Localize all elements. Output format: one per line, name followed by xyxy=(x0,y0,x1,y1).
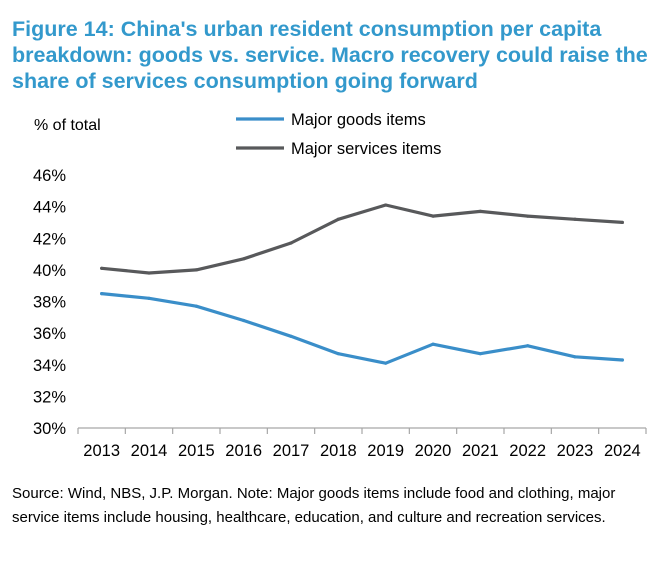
series-line-services xyxy=(100,203,624,275)
data-point-goods xyxy=(336,352,340,356)
x-tick-label: 2020 xyxy=(415,442,452,460)
data-point-goods xyxy=(478,352,482,356)
data-point-services xyxy=(147,271,151,275)
x-tick-label: 2019 xyxy=(367,442,404,460)
x-tick-label: 2015 xyxy=(178,442,215,460)
x-tick-label: 2023 xyxy=(557,442,594,460)
x-tick-label: 2024 xyxy=(604,442,641,460)
data-point-goods xyxy=(620,358,624,362)
x-tick-label: 2016 xyxy=(225,442,262,460)
data-point-services xyxy=(620,220,624,225)
y-tick-label: 46% xyxy=(33,167,66,185)
data-point-services xyxy=(100,266,104,270)
series-lines xyxy=(100,203,624,365)
data-point-services xyxy=(478,209,482,213)
data-point-services xyxy=(194,268,198,272)
chart-title: Figure 14: China's urban resident consum… xyxy=(12,17,648,93)
x-tick-label: 2022 xyxy=(509,442,546,460)
data-point-goods xyxy=(100,291,104,296)
y-tick-label: 34% xyxy=(33,357,66,375)
x-tick-label: 2017 xyxy=(273,442,310,460)
data-point-goods xyxy=(194,304,198,308)
y-tick-label: 38% xyxy=(33,294,66,312)
data-point-goods xyxy=(289,334,293,338)
y-tick-label: 30% xyxy=(33,420,66,438)
data-point-goods xyxy=(242,318,246,323)
data-point-services xyxy=(573,217,577,221)
x-axis: 2013 2014 2015 2016 2017 2018 2019 2020 2021 2022… xyxy=(77,427,647,460)
y-tick-label: 36% xyxy=(33,325,66,343)
legend-label-services: Major services items xyxy=(291,140,441,158)
y-tick-label: 42% xyxy=(33,230,66,248)
data-point-goods xyxy=(526,344,530,348)
legend-label-goods: Major goods items xyxy=(291,111,426,129)
x-tick-label: 2013 xyxy=(83,442,120,460)
x-tick-label: 2014 xyxy=(131,442,168,460)
x-tick-label: 2018 xyxy=(320,442,357,460)
y-tick-label: 40% xyxy=(33,262,66,280)
legend: Major goods items Major services items xyxy=(236,111,441,158)
source-note: Source: Wind, NBS, J.P. Morgan. Note: Ma… xyxy=(12,485,616,526)
y-tick-label: 32% xyxy=(33,388,66,406)
data-point-goods xyxy=(147,296,151,300)
y-axis-ticks: 30% 32% 34% 36% 38% 40% 42% 44% 46% xyxy=(33,167,66,438)
y-axis-label: % of total xyxy=(34,117,101,134)
data-point-services xyxy=(336,217,340,221)
data-point-services xyxy=(526,214,530,218)
data-point-services xyxy=(289,241,293,245)
data-point-goods xyxy=(573,355,577,359)
y-tick-label: 44% xyxy=(33,199,66,217)
data-point-goods xyxy=(384,361,388,365)
data-point-services xyxy=(384,203,388,207)
series-line-goods xyxy=(100,292,624,365)
data-point-services xyxy=(431,214,435,218)
x-tick-label: 2021 xyxy=(462,442,499,460)
data-point-goods xyxy=(431,342,435,346)
data-point-services xyxy=(242,257,246,261)
